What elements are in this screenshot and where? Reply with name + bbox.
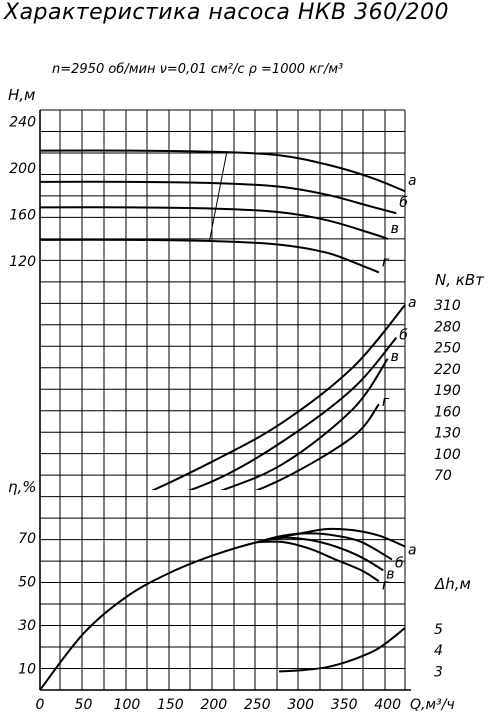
head-curve-а bbox=[39, 149, 406, 193]
head-tick-label: 120 bbox=[9, 254, 36, 270]
chart-title: Характеристика насоса НКВ 360/200 bbox=[4, 0, 450, 25]
head-tick-label: 240 bbox=[9, 115, 36, 131]
power-curve-label: а bbox=[408, 295, 417, 311]
efficiency-curve-б bbox=[257, 532, 393, 561]
efficiency-curve-label: в bbox=[386, 566, 394, 582]
head-curve-label: в bbox=[391, 221, 399, 237]
x-tick-label: 100 bbox=[114, 697, 141, 713]
efficiency-curve-г bbox=[257, 540, 380, 583]
head-curve-б bbox=[39, 180, 397, 215]
efficiency-curve-label: а bbox=[408, 542, 417, 558]
power-axis-label: N, кВт bbox=[435, 271, 485, 289]
chart-subtitle: n=2950 об/мин ν=0,01 см²/с ρ =1000 кг/м³ bbox=[52, 62, 344, 77]
x-tick-label: 200 bbox=[200, 697, 227, 713]
x-tick-label: 300 bbox=[287, 697, 314, 713]
npsh-tick-label: 3 bbox=[434, 664, 443, 680]
x-tick-label: 0 bbox=[36, 697, 45, 713]
x-tick-label: 350 bbox=[331, 697, 358, 713]
power-curve-г bbox=[254, 403, 380, 490]
head-curve-label: а bbox=[408, 173, 417, 189]
head-curve-в bbox=[39, 206, 388, 240]
x-tick-label: 250 bbox=[244, 697, 271, 713]
power-tick-label: 310 bbox=[434, 298, 461, 314]
head-connector-line bbox=[208, 151, 228, 242]
efficiency-curve-а bbox=[39, 527, 406, 691]
head-axis-label: H,м bbox=[8, 86, 35, 104]
efficiency-curve-в bbox=[257, 536, 384, 572]
power-tick-label: 70 bbox=[434, 468, 452, 484]
npsh-curve-line bbox=[278, 627, 406, 673]
head-curve-label: г bbox=[382, 254, 390, 270]
efficiency-tick-label: 50 bbox=[18, 574, 36, 590]
efficiency-tick-label: 10 bbox=[18, 661, 36, 677]
x-tick-label: 150 bbox=[157, 697, 184, 713]
power-curve-в bbox=[220, 358, 389, 490]
power-tick-label: 160 bbox=[434, 404, 461, 420]
npsh-axis-label: Δh,м bbox=[434, 575, 471, 593]
power-curve-б bbox=[188, 336, 398, 490]
power-curve-label: б bbox=[399, 328, 408, 344]
efficiency-curve-label: б bbox=[395, 556, 404, 572]
npsh-tick-label: 5 bbox=[434, 622, 443, 638]
head-curve-label: б bbox=[399, 195, 408, 211]
efficiency-axis-label: η,% bbox=[8, 478, 37, 496]
x-tick-label: 400 bbox=[374, 697, 401, 713]
power-tick-label: 100 bbox=[434, 447, 461, 463]
x-axis-label: Q,м³/ч bbox=[410, 697, 455, 713]
power-tick-label: 130 bbox=[434, 426, 461, 442]
x-tick-label: 50 bbox=[75, 697, 93, 713]
power-tick-label: 220 bbox=[434, 362, 461, 378]
head-curve-г bbox=[39, 238, 380, 274]
power-tick-label: 250 bbox=[434, 341, 461, 357]
npsh-tick-label: 4 bbox=[434, 643, 443, 659]
efficiency-curve-label: г bbox=[382, 577, 390, 593]
power-curve-а bbox=[151, 304, 406, 490]
power-tick-label: 190 bbox=[434, 383, 461, 399]
efficiency-tick-label: 70 bbox=[18, 531, 36, 547]
efficiency-tick-label: 30 bbox=[18, 618, 36, 634]
power-curve-label: в bbox=[391, 349, 399, 365]
head-tick-label: 160 bbox=[9, 207, 36, 223]
power-tick-label: 280 bbox=[434, 319, 461, 335]
power-curve-label: г bbox=[382, 394, 390, 410]
head-tick-label: 200 bbox=[9, 161, 36, 177]
